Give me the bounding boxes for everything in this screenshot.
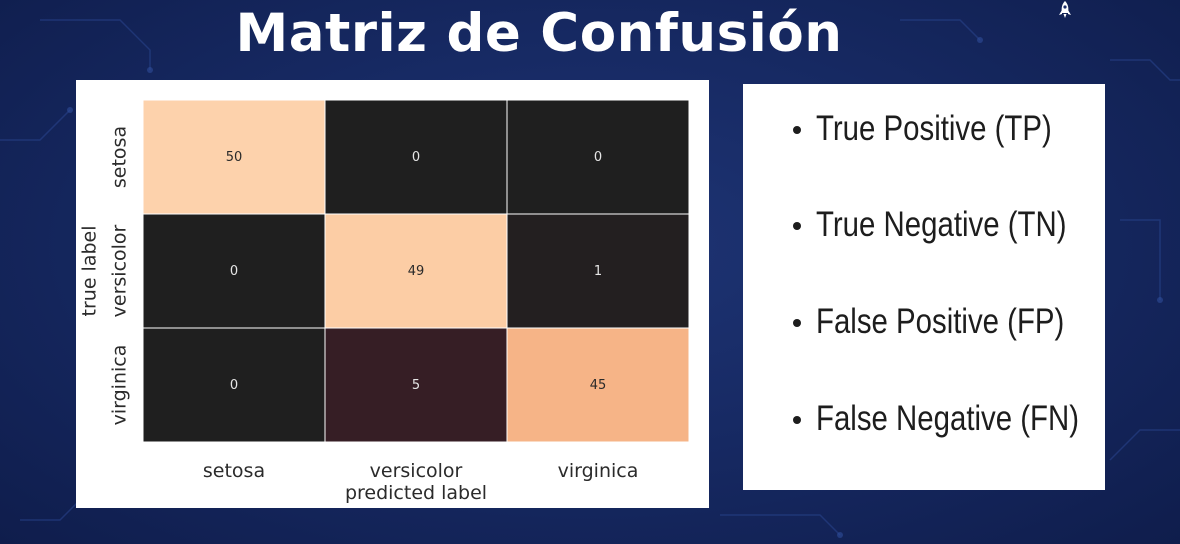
heatmap-cell <box>142 99 326 215</box>
cell-value-label: 5 <box>412 378 420 393</box>
y-tick-label: versicolor <box>109 224 131 317</box>
x-tick-label: virginica <box>558 460 639 482</box>
rocket-icon <box>1059 1 1071 18</box>
confusion-matrix-heatmap: 50 0 0 0 49 1 0 5 45 setosa versicolor virginica set… <box>79 99 690 504</box>
cell-value-label: 0 <box>594 150 602 165</box>
cell-value-label: 50 <box>226 150 243 165</box>
x-axis-label: predicted label <box>345 482 487 504</box>
y-axis-label: true label <box>79 226 101 317</box>
heatmap-cell <box>506 327 690 443</box>
metric-label: True Positive (TP) <box>816 109 1052 148</box>
bullet-icon <box>793 126 801 134</box>
slide-title: Matriz de Confusión <box>235 3 843 64</box>
metrics-legend-panel: True Positive (TP) True Negative (TN) Fals… <box>743 84 1105 490</box>
heatmap-cell <box>142 213 326 329</box>
heatmap-cell <box>324 99 508 215</box>
metric-label: False Negative (FN) <box>816 399 1080 438</box>
metric-label: False Positive (FP) <box>816 302 1065 341</box>
x-tick-label: setosa <box>203 460 265 482</box>
cell-value-label: 45 <box>590 378 607 393</box>
heatmap-cell <box>324 327 508 443</box>
cell-value-label: 0 <box>230 378 238 393</box>
y-tick-label: setosa <box>109 126 131 188</box>
cell-value-label: 1 <box>594 264 602 279</box>
confusion-matrix-panel: 50 0 0 0 49 1 0 5 45 setosa versicolor virginica set… <box>76 80 709 508</box>
metric-label: True Negative (TN) <box>816 205 1067 244</box>
bullet-icon <box>793 416 801 424</box>
cell-value-label: 0 <box>230 264 238 279</box>
heatmap-cell <box>506 213 690 329</box>
cell-value-label: 0 <box>412 150 420 165</box>
heatmap-cell <box>142 327 326 443</box>
heatmap-cell <box>506 99 690 215</box>
bullet-icon <box>793 319 801 327</box>
cell-value-label: 49 <box>408 264 425 279</box>
bullet-icon <box>793 222 801 230</box>
x-tick-label: versicolor <box>370 460 463 482</box>
y-tick-label: virginica <box>109 345 131 426</box>
